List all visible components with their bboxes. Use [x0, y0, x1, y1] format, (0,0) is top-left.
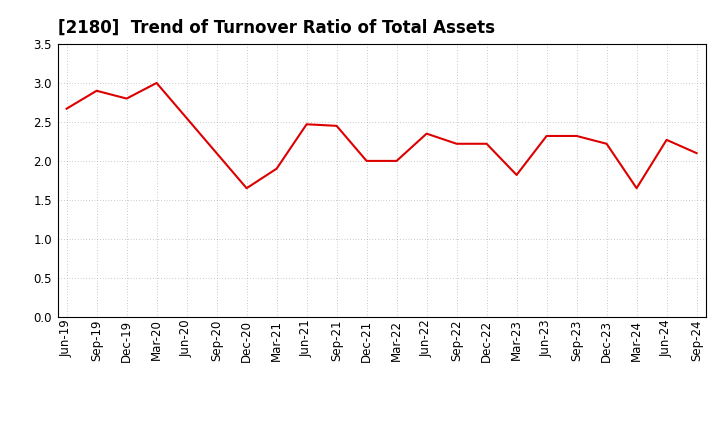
- Text: [2180]  Trend of Turnover Ratio of Total Assets: [2180] Trend of Turnover Ratio of Total …: [58, 19, 495, 37]
